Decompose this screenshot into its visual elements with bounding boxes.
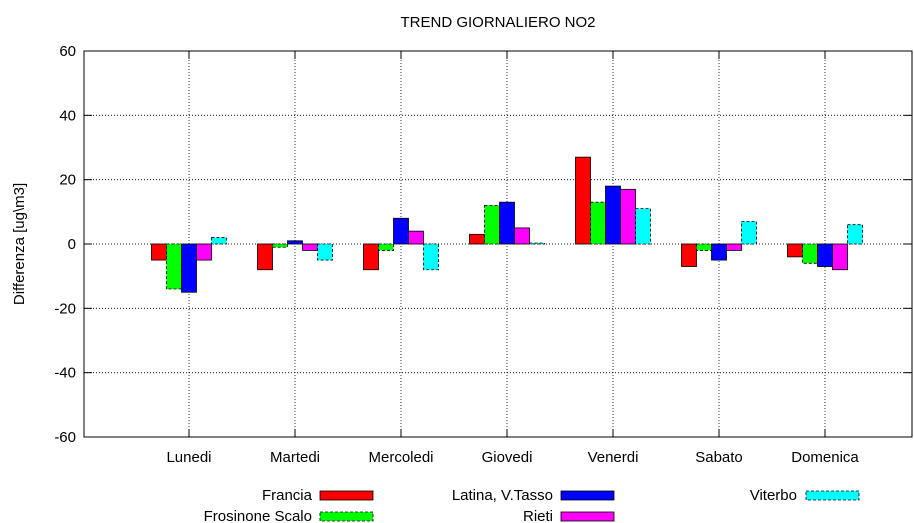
legend-label: Rieti	[523, 508, 553, 523]
bar	[575, 156, 591, 245]
y-tick-label: -40	[54, 365, 76, 382]
y-tick-label: -20	[54, 300, 76, 317]
y-tick-label: 60	[59, 43, 76, 60]
bar	[272, 243, 288, 248]
y-tick-label: 20	[59, 172, 76, 189]
x-tick-label: Sabato	[695, 449, 743, 466]
x-tick-label: Domenica	[791, 449, 859, 466]
y-tick-label: -60	[54, 429, 76, 446]
bar	[529, 242, 545, 245]
bar	[832, 243, 848, 271]
bar	[181, 243, 197, 293]
bar	[590, 201, 606, 245]
legend-swatch	[805, 490, 860, 501]
x-tick-label: Giovedi	[482, 449, 533, 466]
bar	[711, 243, 727, 261]
legend-label: Latina, V.Tasso	[452, 487, 553, 504]
y-tick-label: 0	[68, 236, 76, 253]
bar	[317, 243, 333, 261]
bar	[408, 230, 424, 245]
legend: Francia Frosinone Scalo Latina, V.Tasso Rie…	[204, 487, 860, 523]
bar	[605, 185, 621, 245]
bar	[302, 243, 318, 251]
bar	[817, 243, 833, 267]
bar	[484, 204, 500, 245]
bar	[363, 243, 379, 271]
y-axis-label: Differenza [ug\m3]	[11, 183, 28, 305]
bars	[151, 156, 863, 293]
bar	[166, 243, 182, 290]
bar	[847, 224, 863, 245]
bar	[257, 243, 273, 271]
legend-label: Frosinone Scalo	[204, 508, 312, 523]
y-axis-ticks: -60 -40 -20 0 20 40 60	[54, 43, 912, 446]
bar	[787, 243, 803, 258]
bar	[378, 243, 394, 251]
bar	[499, 201, 515, 245]
bar	[726, 243, 742, 251]
legend-label: Viterbo	[750, 487, 797, 504]
bar	[696, 243, 712, 251]
bar	[620, 188, 636, 245]
bar	[469, 233, 485, 245]
bar	[393, 217, 409, 245]
y-tick-label: 40	[59, 107, 76, 124]
bar	[151, 243, 167, 261]
x-tick-label: Venerdi	[588, 449, 639, 466]
bar	[423, 243, 439, 271]
bar	[635, 208, 651, 245]
bar	[802, 243, 818, 264]
bar	[514, 227, 530, 245]
bar	[211, 237, 227, 245]
chart-title: TREND GIORNALIERO NO2	[400, 14, 595, 31]
legend-swatch	[319, 490, 374, 501]
legend-label: Francia	[262, 487, 313, 504]
legend-swatch	[319, 511, 374, 522]
x-tick-label: Mercoledi	[368, 449, 433, 466]
bar	[681, 243, 697, 267]
legend-swatch	[560, 511, 615, 522]
x-tick-label: Lunedi	[166, 449, 211, 466]
x-tick-label: Martedi	[270, 449, 320, 466]
bar	[287, 240, 303, 245]
legend-swatch	[560, 490, 615, 501]
bar	[196, 243, 212, 261]
bar	[741, 221, 757, 245]
x-axis-ticks: Lunedi Martedi Mercoledi Giovedi Venerdi Saba…	[166, 51, 859, 466]
